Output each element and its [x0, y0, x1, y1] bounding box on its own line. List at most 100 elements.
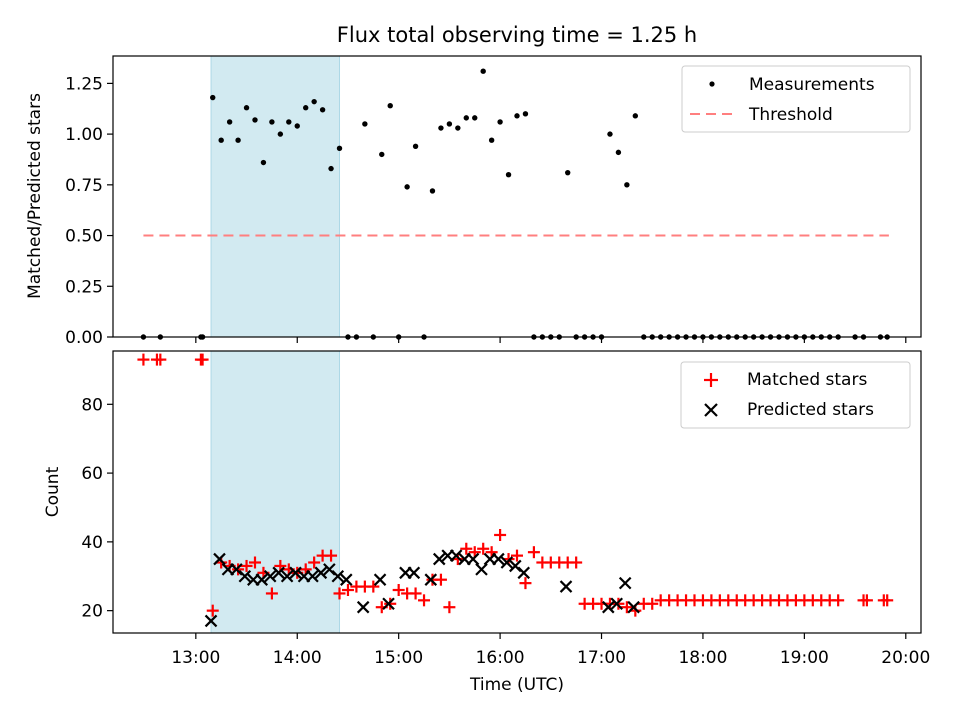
predicted-star-point — [263, 569, 277, 583]
y-tick-label: 80 — [81, 395, 103, 415]
bottom-y-axis-label: Count — [43, 466, 63, 517]
y-tick-label: 60 — [81, 464, 103, 484]
predicted-star-point — [424, 573, 438, 586]
predicted-star-point — [255, 573, 269, 586]
matched-star-point — [341, 584, 354, 597]
measurement-point — [319, 107, 326, 113]
measurement-point — [269, 119, 275, 125]
predicted-star-point — [356, 600, 370, 614]
legend-measurements-label: Measurements — [749, 75, 875, 95]
predicted-star-point — [331, 569, 345, 583]
y-tick-label: 0.50 — [65, 227, 103, 247]
matched-star-point — [206, 604, 219, 617]
top-y-axis-label: Matched/Predicted stars — [25, 93, 45, 299]
top-y-axis-ticks: 0.00 0.25 0.50 0.75 1.00 1.25 — [65, 74, 113, 348]
chart-title: Flux total observing time = 1.25 h — [337, 23, 697, 47]
bottom-shaded-interval — [210, 350, 341, 634]
matched-star-point — [612, 597, 625, 610]
matched-star-point — [494, 528, 507, 541]
legend-threshold-label: Threshold — [748, 105, 833, 125]
matched-star-point — [367, 580, 380, 593]
measurements-panel: 0.00 0.25 0.50 0.75 1.00 1.25 Matched/Predict… — [25, 55, 922, 348]
predicted-star-point — [627, 600, 640, 614]
matched-star-point — [620, 601, 633, 614]
star-count-points — [137, 353, 894, 628]
matched-star-point — [232, 563, 245, 576]
predicted-star-point — [517, 566, 531, 580]
bottom-x-axis-ticks: 13:00 14:00 15:00 16:00 17:00 18:00 19:00 20:00 — [171, 633, 930, 668]
measurement-point — [624, 182, 630, 188]
predicted-star-point — [238, 569, 252, 583]
measurement-point — [243, 105, 250, 111]
measurement-point — [446, 121, 453, 127]
predicted-star-point — [213, 552, 226, 566]
measurement-point — [497, 119, 503, 125]
predicted-star-point — [618, 576, 632, 590]
matched-star-point — [248, 556, 261, 569]
bottom-axes-frame — [112, 350, 922, 634]
matched-star-point — [265, 587, 278, 600]
measurement-point — [387, 103, 393, 109]
matched-star-point — [325, 549, 338, 562]
legend-predicted-label: Predicted stars — [747, 400, 874, 420]
measurement-point — [260, 159, 267, 166]
predicted-star-point — [449, 549, 463, 562]
x-tick-label: 17:00 — [577, 648, 626, 668]
measurement-point — [412, 143, 419, 149]
predicted-star-point — [204, 614, 218, 628]
matched-star-point — [240, 559, 253, 572]
measurement-point — [632, 113, 639, 119]
matched-star-point — [460, 542, 473, 555]
predicted-star-point — [314, 566, 328, 580]
predicted-star-point — [230, 563, 243, 576]
measurement-point — [311, 98, 317, 105]
matched-star-point — [646, 597, 659, 610]
measurement-point — [235, 137, 241, 143]
matched-star-point — [511, 549, 523, 562]
measurement-point — [522, 111, 529, 117]
predicted-star-point — [509, 559, 522, 573]
measurement-point — [463, 115, 469, 121]
measurement-point — [362, 121, 368, 127]
matched-star-point — [384, 597, 397, 610]
bottom-y-axis-ticks: 20 40 60 80 — [81, 395, 113, 622]
x-tick-label: 13:00 — [171, 648, 220, 668]
predicted-star-point — [500, 556, 514, 569]
predicted-star-point — [610, 597, 624, 611]
y-tick-label: 0.00 — [65, 328, 103, 348]
y-tick-label: 1.25 — [65, 74, 103, 94]
measurement-point — [438, 125, 444, 131]
matched-star-point — [137, 353, 150, 366]
predicted-star-point — [323, 563, 336, 576]
top-shaded-interval — [210, 55, 341, 338]
matched-star-point — [154, 353, 167, 366]
predicted-star-point — [272, 566, 285, 580]
matched-star-point — [881, 594, 894, 607]
y-tick-label: 20 — [81, 602, 103, 622]
measurement-point — [615, 149, 622, 156]
x-tick-label: 16:00 — [476, 648, 525, 668]
measurement-point — [404, 184, 410, 190]
measurement-point — [336, 145, 343, 152]
measurement-point — [429, 188, 436, 194]
predicted-star-point — [432, 552, 446, 566]
predicted-star-point — [306, 569, 319, 583]
predicted-star-point — [382, 597, 395, 611]
measurement-point — [218, 137, 224, 143]
measurement-point — [277, 131, 284, 137]
predicted-star-point — [289, 566, 302, 580]
matched-star-point — [418, 594, 431, 607]
matched-star-point — [832, 594, 845, 607]
legend-matched-label: Matched stars — [747, 370, 867, 390]
matched-star-point — [392, 584, 405, 597]
measurement-point — [328, 165, 334, 172]
predicted-star-point — [407, 566, 421, 580]
predicted-star-point — [559, 580, 573, 593]
measurement-point — [480, 68, 486, 74]
top-axes-frame — [112, 55, 922, 338]
y-tick-label: 0.25 — [65, 277, 103, 297]
matched-star-point — [196, 353, 209, 366]
predicted-star-point — [466, 552, 480, 566]
y-tick-label: 1.00 — [65, 125, 103, 145]
